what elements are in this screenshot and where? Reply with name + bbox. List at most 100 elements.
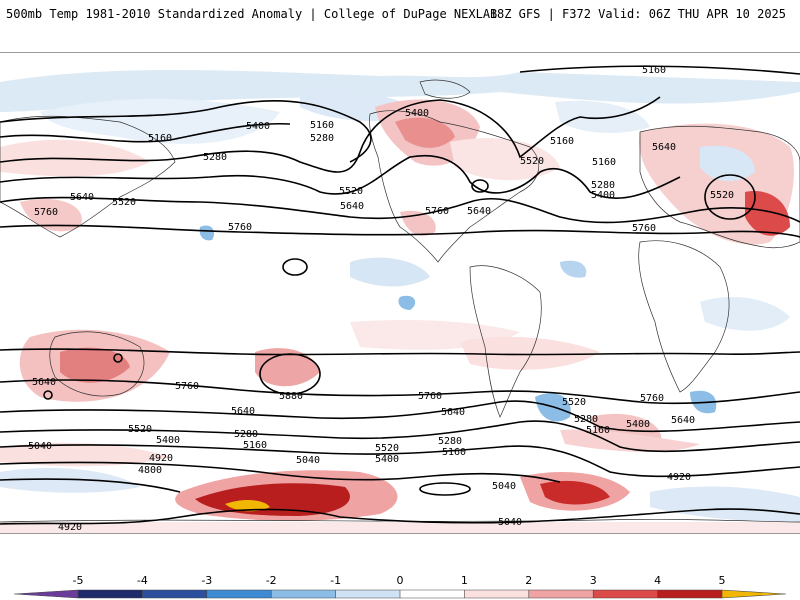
contour-line xyxy=(0,224,800,238)
contour-line xyxy=(0,478,181,493)
contour-line xyxy=(0,348,800,356)
contour-line xyxy=(0,420,800,453)
contour-label: 5520 xyxy=(339,186,363,197)
contour-label: 5520 xyxy=(520,156,544,167)
contour-label: 5160 xyxy=(243,440,267,451)
contour-label: 5640 xyxy=(340,201,364,212)
contour-label: 5280 xyxy=(591,180,615,191)
anomaly-shading xyxy=(0,69,800,534)
contour-label: 5640 xyxy=(441,407,465,418)
contour-label: 5520 xyxy=(562,397,586,408)
contour-line xyxy=(0,155,681,199)
closed-low xyxy=(419,482,471,496)
contour-line xyxy=(0,508,800,525)
colorbar-segment xyxy=(206,590,272,598)
anomaly-blob xyxy=(700,297,790,331)
header-bar: 500mb Temp 1981-2010 Standardized Anomal… xyxy=(0,0,800,30)
contour-label: 5640 xyxy=(70,192,94,203)
contour-line xyxy=(0,122,291,143)
colorbar-segment xyxy=(400,590,465,598)
australia-outline xyxy=(49,331,145,397)
asia-outline xyxy=(0,115,176,238)
colorbar-tick-label: -1 xyxy=(330,574,341,587)
contour-label: 5280 xyxy=(234,429,258,440)
contour-label: 5760 xyxy=(175,381,199,392)
colorbar-tick-label: 0 xyxy=(397,574,404,587)
contour-label: 5520 xyxy=(112,197,136,208)
contour-label: 4920 xyxy=(149,453,173,464)
greenland-outline xyxy=(419,79,471,99)
contour-line xyxy=(519,65,800,75)
colorbar-segment xyxy=(528,590,594,598)
africa-outline xyxy=(638,240,730,393)
anomaly-blob xyxy=(0,69,800,112)
south-america-outline xyxy=(469,265,542,418)
colorbar-segment xyxy=(464,590,529,598)
contour-label: 5280 xyxy=(203,152,227,163)
contour-label: 5400 xyxy=(591,190,615,201)
colorbar-svg: -5 -4 -3 -2 -1 0 1 2 3 4 5 xyxy=(13,574,787,599)
anomaly-blob xyxy=(40,98,280,144)
model-run-info: 18Z GFS | F372 Valid: 06Z THU APR 10 202… xyxy=(489,7,786,21)
height-contours xyxy=(0,65,800,525)
colorbar-low-end xyxy=(14,590,78,598)
contour-line xyxy=(0,96,661,173)
colorbar: -5 -4 -3 -2 -1 0 1 2 3 4 5 xyxy=(0,560,800,600)
colorbar-segment xyxy=(657,590,722,598)
anomaly-blob xyxy=(395,117,455,148)
anomaly-blob xyxy=(0,467,140,493)
map-title: 500mb Temp 1981-2010 Standardized Anomal… xyxy=(6,7,498,21)
contour-label: 5160 xyxy=(550,136,574,147)
closed-high xyxy=(113,353,123,363)
anomaly-blob xyxy=(400,210,436,236)
contour-label: 5640 xyxy=(32,377,56,388)
anomaly-map: 5160 5160 5400 5160 5280 5280 5400 5520 … xyxy=(0,52,800,534)
contour-label: 5280 xyxy=(574,414,598,425)
contour-label: 5400 xyxy=(405,108,429,119)
anomaly-blob xyxy=(20,198,82,232)
contour-label: 5520 xyxy=(128,424,152,435)
contour-label: 5640 xyxy=(467,206,491,217)
anomaly-blob xyxy=(199,225,215,241)
anomaly-blob xyxy=(555,100,650,134)
contour-label: 4920 xyxy=(667,472,691,483)
colorbar-tick-label: 1 xyxy=(461,574,468,587)
contour-label: 5640 xyxy=(231,406,255,417)
anomaly-blob xyxy=(700,145,755,182)
colorbar-segment xyxy=(271,590,336,598)
colorbar-tick-label: 4 xyxy=(654,574,661,587)
contour-label: 5760 xyxy=(34,207,58,218)
colorbar-tick-label: -3 xyxy=(201,574,212,587)
contour-label: 5880 xyxy=(279,391,303,402)
closed-high xyxy=(259,353,321,395)
anomaly-blob xyxy=(350,257,430,287)
contour-line xyxy=(0,461,561,483)
closed-low xyxy=(704,174,756,220)
anomaly-blob xyxy=(0,522,800,534)
colorbar-tick-label: 5 xyxy=(719,574,726,587)
colorbar-tick-label: 2 xyxy=(525,574,532,587)
colorbar-segment xyxy=(335,590,400,598)
colorbar-segment xyxy=(593,590,658,598)
map-canvas: 5160 5160 5400 5160 5280 5280 5400 5520 … xyxy=(0,52,800,534)
anomaly-blob xyxy=(560,260,587,278)
contour-label: 5160 xyxy=(592,157,616,168)
contour-label: 5400 xyxy=(156,435,180,446)
colorbar-high-end xyxy=(722,590,786,598)
contour-label: 5160 xyxy=(642,65,666,76)
contour-label: 4920 xyxy=(58,522,82,533)
colorbar-tick-label: -5 xyxy=(73,574,84,587)
contour-label: 5160 xyxy=(148,133,172,144)
contour-label: 5400 xyxy=(246,121,270,132)
contour-label: 5760 xyxy=(228,222,252,233)
contour-label: 5280 xyxy=(438,436,462,447)
contour-label: 5160 xyxy=(442,447,466,458)
contour-label: 5640 xyxy=(652,142,676,153)
anomaly-blob xyxy=(650,486,800,522)
north-america-outline xyxy=(369,110,539,263)
contour-label: 5160 xyxy=(586,425,610,436)
contour-label: 5400 xyxy=(375,454,399,465)
contour-line xyxy=(0,379,800,405)
contour-line xyxy=(0,444,800,478)
anomaly-blob xyxy=(60,347,130,383)
